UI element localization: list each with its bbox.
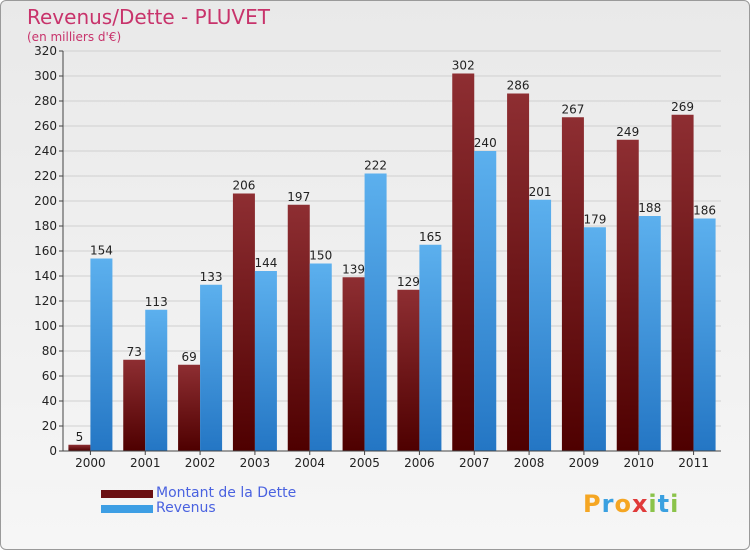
bar-revenus <box>474 151 497 451</box>
bar-revenus <box>200 284 223 451</box>
x-tick-label: 2002 <box>185 456 216 470</box>
x-tick-label: 2006 <box>404 456 435 470</box>
bar-revenus <box>693 218 716 451</box>
x-tick-label: 2001 <box>130 456 161 470</box>
legend-label-dette: Montant de la Dette <box>156 485 297 501</box>
data-label-dette: 73 <box>127 345 142 359</box>
x-tick-label: 2008 <box>514 456 545 470</box>
bar-revenus <box>583 227 606 451</box>
logo-letter: x <box>631 490 649 518</box>
data-label-revenus: 150 <box>309 249 332 263</box>
data-label-dette: 286 <box>507 79 530 93</box>
bar-dette <box>397 289 420 451</box>
bar-revenus <box>638 216 661 451</box>
y-tick-label: 220 <box>34 169 57 183</box>
bar-dette <box>561 117 584 451</box>
y-tick-label: 80 <box>42 344 57 358</box>
y-tick-label: 40 <box>42 394 57 408</box>
logo-letter: P <box>583 490 602 518</box>
legend-swatch-revenus <box>101 505 153 513</box>
bar-revenus <box>364 173 387 451</box>
y-tick-label: 280 <box>34 94 57 108</box>
logo-letter: o <box>614 490 632 518</box>
data-label-dette: 206 <box>232 179 255 193</box>
y-tick-label: 180 <box>34 219 57 233</box>
data-label-revenus: 113 <box>145 295 168 309</box>
data-label-dette: 302 <box>452 59 475 73</box>
chart-title: Revenus/Dette - PLUVET <box>27 5 270 29</box>
data-label-dette: 69 <box>181 350 196 364</box>
bar-dette <box>287 204 310 451</box>
data-label-revenus: 240 <box>474 136 497 150</box>
bar-revenus <box>419 244 442 451</box>
chart-subtitle: (en milliers d'€) <box>27 30 122 44</box>
y-tick-label: 260 <box>34 119 57 133</box>
bar-dette <box>68 444 91 451</box>
bar-dette <box>232 193 255 451</box>
data-label-revenus: 188 <box>638 201 661 215</box>
x-tick-label: 2010 <box>623 456 654 470</box>
x-tick-label: 2004 <box>294 456 325 470</box>
data-label-dette: 129 <box>397 275 420 289</box>
bar-revenus <box>309 263 332 451</box>
bars: 5 154 73 113 69 133 206 144 197 150 139 222 129 165 30… <box>68 59 716 451</box>
x-tick-label: 2000 <box>75 456 106 470</box>
data-label-revenus: 144 <box>254 256 277 270</box>
bar-revenus <box>529 199 552 451</box>
y-tick-label: 140 <box>34 269 57 283</box>
y-tick-label: 120 <box>34 294 57 308</box>
data-label-dette: 267 <box>561 102 584 116</box>
y-tick-label: 200 <box>34 194 57 208</box>
data-label-dette: 197 <box>287 190 310 204</box>
bar-dette <box>616 139 639 451</box>
bar-dette <box>123 359 146 451</box>
data-label-dette: 5 <box>76 430 84 444</box>
data-label-revenus: 186 <box>693 204 716 218</box>
x-tick-label: 2005 <box>349 456 380 470</box>
axes: 0 20 40 60 80 100 120 140 160 180 200 220 240 260 280 3… <box>34 44 721 470</box>
proxiti-logo: Proxiti <box>583 490 679 518</box>
y-tick-label: 100 <box>34 319 57 333</box>
data-label-revenus: 165 <box>419 230 442 244</box>
y-tick-label: 240 <box>34 144 57 158</box>
y-tick-label: 160 <box>34 244 57 258</box>
legend-label-revenus: Revenus <box>156 500 216 516</box>
legend-swatch-dette <box>101 490 153 498</box>
y-tick-label: 0 <box>49 444 57 458</box>
logo-letter: t <box>657 490 671 518</box>
data-label-dette: 139 <box>342 262 365 276</box>
bar-dette <box>452 73 475 451</box>
x-tick-label: 2011 <box>678 456 709 470</box>
y-tick-label: 320 <box>34 44 57 58</box>
data-label-revenus: 222 <box>364 159 387 173</box>
bar-revenus <box>90 258 113 451</box>
bar-revenus <box>254 271 277 451</box>
y-tick-label: 20 <box>42 419 57 433</box>
bar-dette <box>178 364 201 451</box>
logo-letter: r <box>601 490 615 518</box>
bar-dette <box>507 93 530 451</box>
x-tick-label: 2009 <box>569 456 600 470</box>
logo-letter: i <box>670 490 680 518</box>
x-tick-label: 2003 <box>240 456 271 470</box>
data-label-dette: 249 <box>616 125 639 139</box>
data-label-dette: 269 <box>671 100 694 114</box>
y-tick-label: 300 <box>34 69 57 83</box>
bar-dette <box>671 114 694 451</box>
bar-dette <box>342 277 365 451</box>
bar-revenus <box>145 309 168 451</box>
x-tick-label: 2007 <box>459 456 490 470</box>
data-label-revenus: 133 <box>200 270 223 284</box>
data-label-revenus: 201 <box>529 185 552 199</box>
y-tick-label: 60 <box>42 369 57 383</box>
logo-letter: i <box>648 490 658 518</box>
data-label-revenus: 179 <box>583 212 606 226</box>
data-label-revenus: 154 <box>90 244 113 258</box>
